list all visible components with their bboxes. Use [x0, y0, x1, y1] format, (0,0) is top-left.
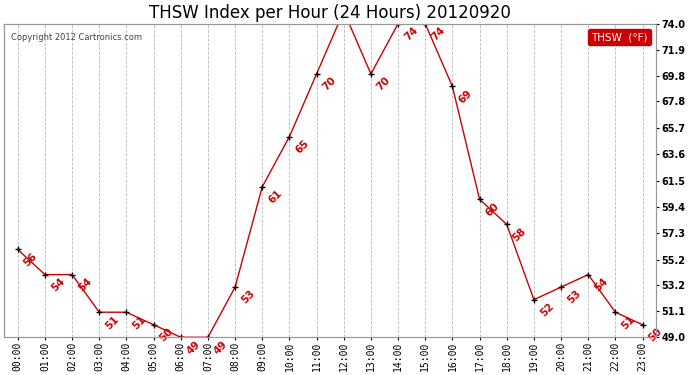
Text: 54: 54 [49, 276, 66, 293]
Text: 54: 54 [77, 276, 94, 293]
Text: 50: 50 [647, 326, 664, 344]
Text: 70: 70 [375, 75, 393, 93]
Text: 69: 69 [457, 88, 474, 105]
Text: 53: 53 [239, 288, 257, 306]
Text: 74: 74 [402, 25, 420, 43]
Text: 50: 50 [158, 326, 175, 344]
Text: 74: 74 [429, 25, 447, 43]
Text: 61: 61 [266, 188, 284, 206]
Text: 65: 65 [293, 138, 311, 155]
Text: 51: 51 [104, 314, 121, 331]
Text: 60: 60 [484, 201, 501, 218]
Text: 49: 49 [212, 339, 229, 356]
Text: 49: 49 [185, 339, 202, 356]
Text: 51: 51 [620, 314, 637, 331]
Text: 54: 54 [593, 276, 610, 293]
Text: 75: 75 [0, 374, 1, 375]
Text: 56: 56 [22, 251, 39, 268]
Text: 51: 51 [130, 314, 148, 331]
Text: 58: 58 [511, 226, 529, 243]
Text: Copyright 2012 Cartronics.com: Copyright 2012 Cartronics.com [10, 33, 141, 42]
Text: 70: 70 [321, 75, 338, 93]
Legend: THSW  (°F): THSW (°F) [588, 29, 651, 45]
Text: 52: 52 [538, 301, 555, 318]
Text: 53: 53 [565, 288, 582, 306]
Title: THSW Index per Hour (24 Hours) 20120920: THSW Index per Hour (24 Hours) 20120920 [149, 4, 511, 22]
